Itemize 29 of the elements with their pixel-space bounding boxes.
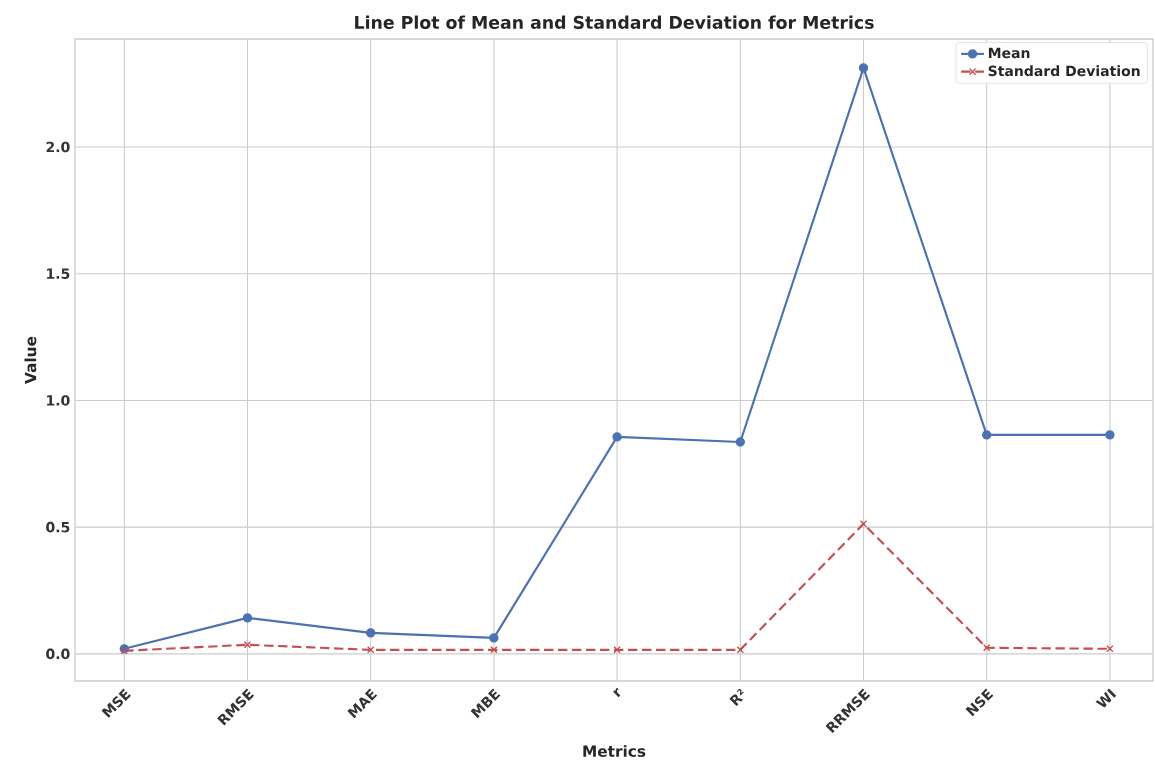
chart-title: Line Plot of Mean and Standard Deviation for Metrics bbox=[355, 15, 874, 29]
x-tick-label: WI bbox=[1095, 688, 1117, 708]
y-tick-label: 1.0 bbox=[47, 395, 70, 406]
y-tick-label: 0.0 bbox=[46, 648, 70, 660]
y-tick-label: 1.5 bbox=[47, 268, 70, 279]
x-axis-title: Metrics bbox=[583, 745, 646, 757]
y-tick-label: 0.5 bbox=[46, 521, 70, 533]
point bbox=[490, 646, 498, 654]
point bbox=[736, 646, 744, 654]
x-tick-label: R² bbox=[729, 688, 744, 707]
point bbox=[242, 613, 253, 623]
point bbox=[612, 432, 622, 442]
point bbox=[367, 646, 375, 654]
x-tick-label: r bbox=[613, 687, 621, 698]
legend-label: Mean bbox=[988, 47, 1030, 59]
point bbox=[366, 628, 376, 638]
y-axis-title: Value bbox=[24, 336, 37, 384]
y-tick-label: 2.0 bbox=[46, 141, 70, 153]
point bbox=[489, 633, 499, 643]
legend-label: Standard Deviation bbox=[988, 65, 1140, 77]
point bbox=[613, 646, 621, 654]
point bbox=[1106, 645, 1114, 653]
point bbox=[858, 63, 869, 73]
point bbox=[982, 430, 992, 440]
point bbox=[735, 437, 745, 447]
point bbox=[983, 644, 991, 652]
point bbox=[243, 641, 252, 649]
point bbox=[859, 520, 868, 528]
point bbox=[1105, 430, 1115, 440]
